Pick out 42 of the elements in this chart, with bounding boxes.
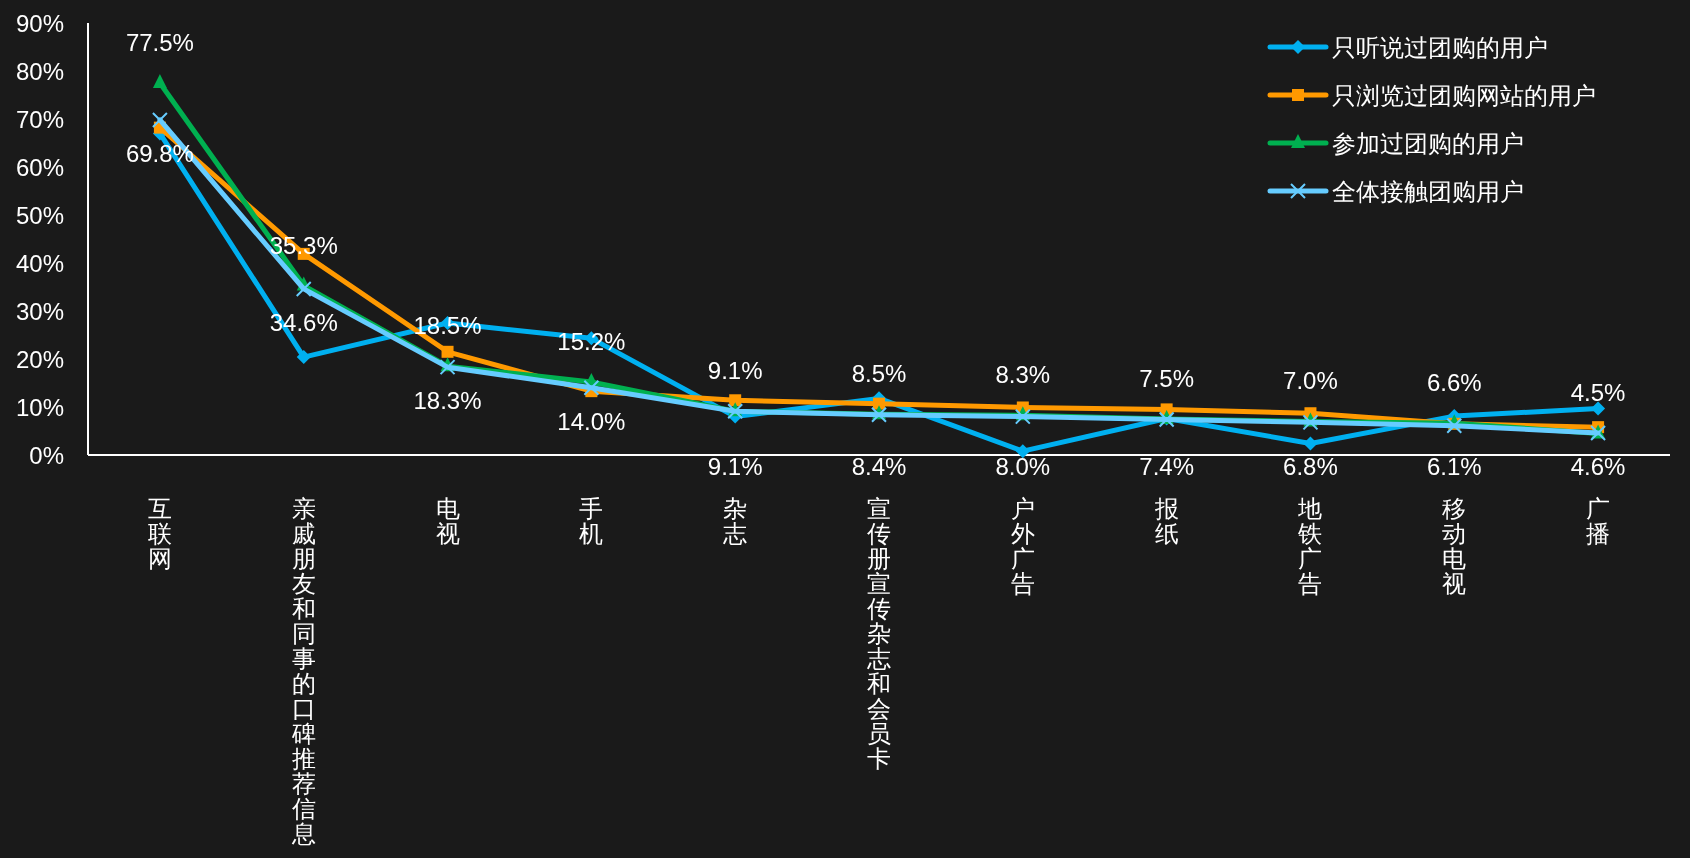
legend-label: 只听说过团购的用户	[1332, 34, 1548, 61]
data-label: 6.1%	[1426, 453, 1482, 480]
y-tick-label: 90%	[15, 9, 64, 37]
data-label: 9.1%	[707, 357, 763, 385]
x-tick-label: 地铁广告	[1297, 495, 1323, 597]
data-label: 6.6%	[1426, 369, 1482, 397]
y-tick-label: 50%	[15, 201, 64, 229]
y-tick-label: 20%	[15, 345, 64, 373]
data-label: 18.3%	[413, 387, 482, 415]
data-label: 9.1%	[707, 453, 763, 480]
y-tick-label: 30%	[15, 297, 64, 325]
x-tick-label: 手机	[579, 495, 604, 547]
x-tick-label: 广播	[1586, 495, 1611, 547]
y-tick-label: 40%	[15, 249, 64, 277]
data-label: 6.8%	[1283, 453, 1338, 480]
x-tick-label: 杂志	[723, 495, 748, 547]
data-label: 8.0%	[995, 453, 1051, 480]
x-tick-label: 户外广告	[1010, 495, 1035, 597]
category-label: 宣传册宣传杂志和会员卡	[867, 495, 891, 772]
data-label: 8.4%	[851, 453, 907, 480]
legend-label: 只浏览过团购网站的用户	[1332, 82, 1596, 109]
data-label: 7.0%	[1283, 367, 1338, 395]
data-label: 4.6%	[1570, 453, 1626, 480]
data-label: 7.5%	[1139, 365, 1194, 392]
x-tick-label: 电视	[435, 495, 460, 547]
legend-label: 全体接触团购用户	[1332, 178, 1524, 205]
data-label: 4.5%	[1570, 379, 1626, 407]
x-tick-label: 移动电视	[1442, 495, 1467, 597]
data-label: 8.3%	[995, 361, 1051, 389]
y-tick-label: 0%	[29, 441, 64, 469]
data-label: 7.4%	[1139, 453, 1194, 480]
data-label: 14.0%	[557, 407, 626, 435]
data-label: 8.5%	[851, 360, 907, 388]
y-tick-label: 70%	[15, 105, 64, 133]
data-label: 77.5%	[125, 29, 194, 56]
y-tick-label: 60%	[15, 153, 64, 181]
y-tick-label: 10%	[15, 393, 64, 421]
x-tick-label: 报纸	[1153, 495, 1179, 547]
category-label: 亲戚朋友和同事的口碑推荐信息	[291, 495, 316, 847]
legend-label: 参加过团购的用户	[1332, 130, 1524, 157]
y-tick-label: 80%	[15, 57, 64, 85]
x-tick-label: 互联网	[147, 495, 172, 572]
